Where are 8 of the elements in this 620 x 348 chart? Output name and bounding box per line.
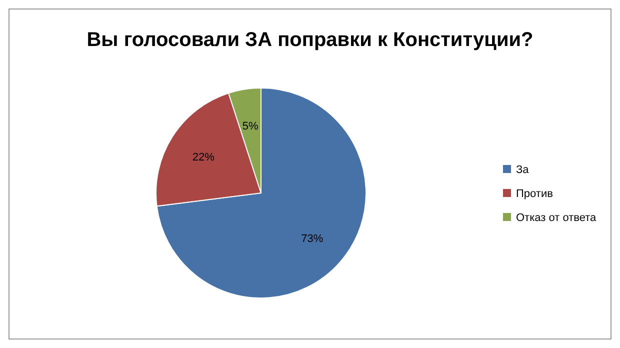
legend-label: За xyxy=(516,164,530,176)
legend-label: Отказ от ответа xyxy=(516,212,598,224)
data-label: 22% xyxy=(192,151,215,164)
legend-label: Против xyxy=(516,188,554,200)
chart-title: Вы голосовали ЗА поправки к Конституции? xyxy=(86,29,534,51)
pie-slice xyxy=(156,88,366,298)
data-label: 73% xyxy=(301,233,324,246)
data-label: 5% xyxy=(242,120,258,133)
